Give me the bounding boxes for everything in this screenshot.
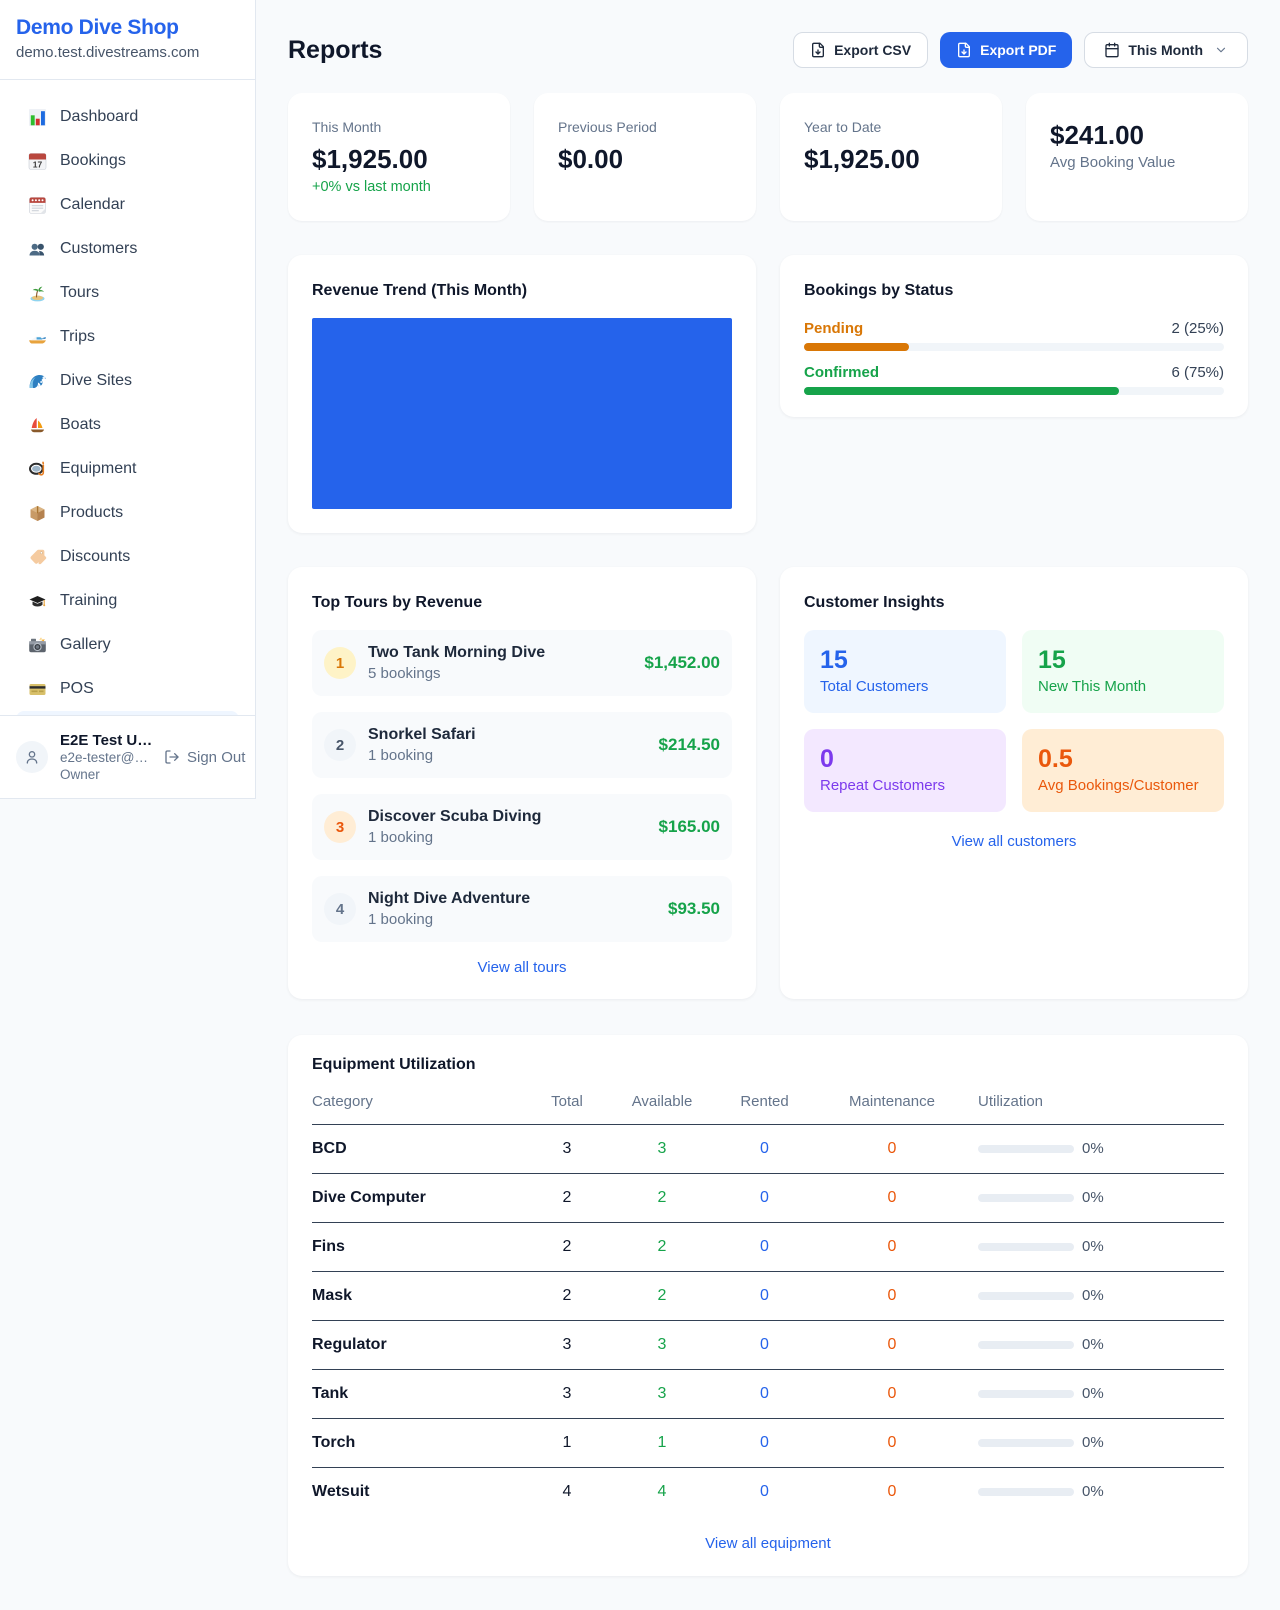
svg-text:17: 17 — [33, 159, 43, 169]
